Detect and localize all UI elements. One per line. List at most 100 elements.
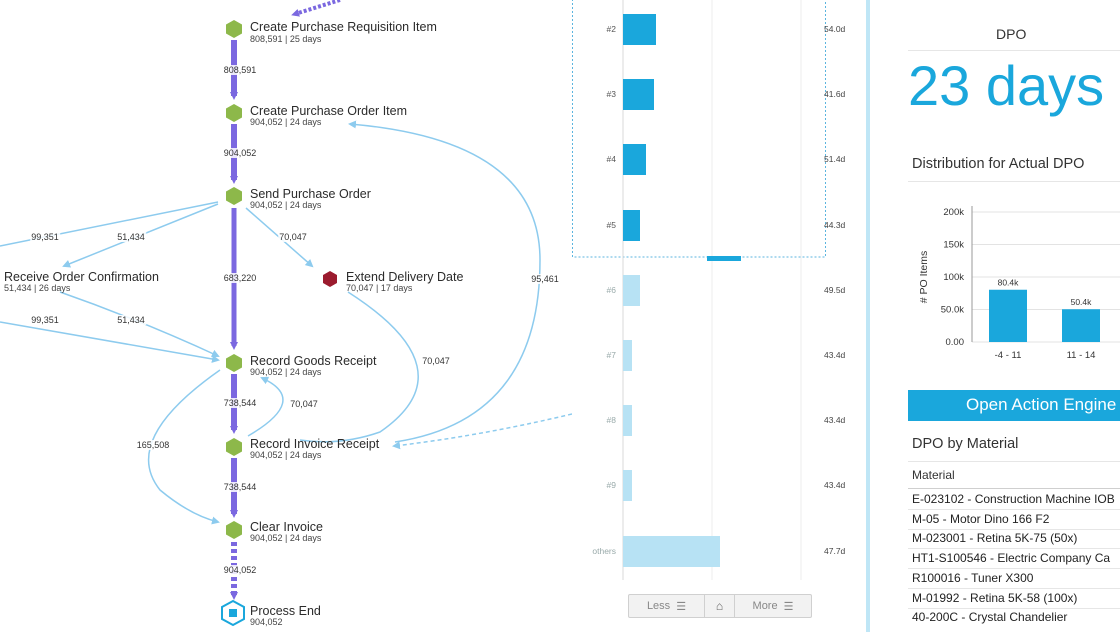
sort-more-icon: ☰ <box>783 600 794 613</box>
node-title[interactable]: Receive Order Confirmation <box>4 270 159 284</box>
rank-value: 43.4d <box>824 415 846 426</box>
edge-label: 95,461 <box>530 274 560 284</box>
material-column-header[interactable]: Material <box>912 468 955 482</box>
ranking-bar[interactable] <box>623 274 640 306</box>
y-tick-label: 100k <box>943 272 964 283</box>
node-title[interactable]: Create Purchase Requisition Item <box>250 20 437 34</box>
ranking-bar[interactable] <box>623 209 640 241</box>
rank-value: 43.4d <box>824 350 846 360</box>
ranking-bar[interactable] <box>623 144 646 176</box>
node-stats: 70,047 | 17 days <box>346 283 413 293</box>
ranking-bar[interactable] <box>623 535 720 567</box>
node-stats: 904,052 | 24 days <box>250 450 322 460</box>
home-icon: ⌂ <box>715 599 724 613</box>
activity-icon <box>226 104 242 122</box>
node-title[interactable]: Record Invoice Receipt <box>250 437 380 451</box>
rank-value: 51.4d <box>824 154 846 165</box>
edge-label: 70,047 <box>289 399 319 409</box>
home-button[interactable]: ⌂ <box>704 594 735 618</box>
rank-label: #5 <box>606 219 616 230</box>
node-title[interactable]: Process End <box>250 604 321 618</box>
material-row[interactable]: M-05 - Motor Dino 166 F2 <box>912 512 1050 526</box>
ranking-bar[interactable] <box>623 405 632 437</box>
histogram-bar <box>1062 309 1100 342</box>
dpo-ranking-panel: #2 54.0d #3 41.6d #4 51.4d #5 44.3d #6 49.5d #7 43.… <box>572 0 868 632</box>
rank-label: #3 <box>606 89 616 100</box>
histogram-bar <box>989 289 1027 342</box>
row-divider <box>908 529 1120 530</box>
ranking-bar[interactable] <box>623 14 656 45</box>
sort-less-icon: ☰ <box>676 600 687 613</box>
edge-label: 51,434 <box>116 315 146 325</box>
edge-start <box>291 0 341 17</box>
y-axis-label: # PO Items <box>918 251 930 304</box>
node-stats: 51,434 | 26 days <box>4 283 71 293</box>
row-divider <box>908 509 1120 510</box>
rank-label: #7 <box>606 350 616 360</box>
node-stats: 904,052 | 24 days <box>250 533 322 543</box>
activity-icon <box>226 438 242 456</box>
more-button[interactable]: More ☰ <box>734 594 812 618</box>
rank-value: 54.0d <box>824 24 846 34</box>
edge-label: 99,351 <box>30 232 60 242</box>
node-stats: 904,052 | 24 days <box>250 367 322 377</box>
rank-value: 44.3d <box>824 219 846 230</box>
table-header-divider <box>908 488 1120 489</box>
ranking-bar[interactable] <box>623 470 632 502</box>
edge-invoice-to-po <box>348 120 541 443</box>
rank-value: 41.6d <box>824 89 846 100</box>
x-tick-label: 11 - 14 <box>1067 350 1096 361</box>
edge-label: 51,434 <box>116 232 146 242</box>
kpi-divider <box>908 181 1120 182</box>
kpi-title: DPO <box>996 26 1027 42</box>
edge-goods-to-clear <box>147 369 221 525</box>
process-map[interactable]: Create Purchase Requisition Item 808,591… <box>0 0 572 632</box>
rank-label: #4 <box>606 154 616 165</box>
material-row[interactable]: 40-200C - Crystal Chandelier <box>912 610 1068 624</box>
less-button[interactable]: Less ☰ <box>628 594 705 618</box>
node-title[interactable]: Create Purchase Order Item <box>250 104 408 118</box>
material-row[interactable]: HT1-S100546 - Electric Company Ca <box>912 551 1111 565</box>
node-title[interactable]: Record Goods Receipt <box>250 354 377 368</box>
ranking-bar[interactable] <box>623 79 654 111</box>
edge-label: 904,052 <box>222 565 258 575</box>
rank-value: 43.4d <box>824 480 846 491</box>
rank-label: #2 <box>606 24 616 34</box>
activity-icon <box>226 187 242 205</box>
node-stats: 904,052 <box>250 617 283 627</box>
panel-divider[interactable] <box>866 0 870 632</box>
kpi-panel: DPO 23 days Distribution for Actual DPO … <box>870 0 1120 632</box>
row-divider <box>908 608 1120 609</box>
activity-icon <box>226 20 242 38</box>
more-label: More <box>752 600 778 612</box>
material-row[interactable]: R100016 - Tuner X300 <box>912 571 1034 585</box>
rank-label: others <box>592 545 616 556</box>
x-tick-label: -4 - 11 <box>995 350 1022 361</box>
edge-label: 738,544 <box>222 398 258 408</box>
edge-label: 683,220 <box>222 273 258 283</box>
open-action-engine-button[interactable]: Open Action Engine <box>908 390 1120 421</box>
material-row[interactable]: E-023102 - Construction Machine IOB <box>912 492 1115 506</box>
kpi-value: 23 days <box>908 54 1105 117</box>
node-title[interactable]: Clear Invoice <box>250 520 323 534</box>
material-row[interactable]: M-01992 - Retina 5K-58 (100x) <box>912 591 1078 605</box>
node-stats: 904,052 | 24 days <box>250 117 322 127</box>
bar-data-label: 50.4k <box>1071 297 1093 307</box>
node-stats: 904,052 | 24 days <box>250 200 322 210</box>
y-tick-label: 200k <box>943 207 964 218</box>
ranking-bar[interactable] <box>623 340 632 371</box>
kpi-divider <box>908 50 1120 51</box>
process-edges <box>0 0 572 627</box>
node-title[interactable]: Extend Delivery Date <box>346 270 464 284</box>
y-tick-label: 50.0k <box>941 305 964 316</box>
edge-label: 808,591 <box>222 65 258 75</box>
activity-icon <box>323 271 337 287</box>
material-row[interactable]: M-023001 - Retina 5K-75 (50x) <box>912 531 1078 545</box>
activity-icon <box>226 521 242 539</box>
edge-extend-to-invoice <box>299 291 419 443</box>
edge-label: 70,047 <box>421 356 451 366</box>
node-title[interactable]: Send Purchase Order <box>250 187 371 201</box>
material-section-title: DPO by Material <box>912 436 1019 452</box>
distribution-title: Distribution for Actual DPO <box>912 156 1085 172</box>
edge-label: 165,508 <box>135 440 171 450</box>
